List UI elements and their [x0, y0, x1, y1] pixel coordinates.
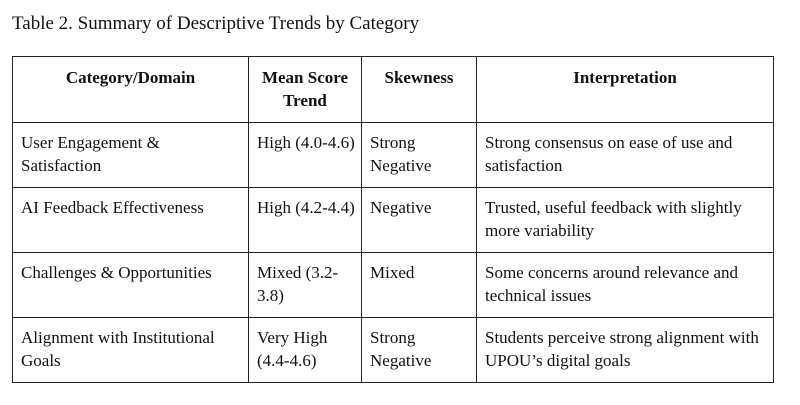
cell-category: User Engagement & Satisfaction: [12, 122, 249, 188]
table-row: User Engagement & Satisfaction High (4.0…: [12, 122, 774, 188]
cell-skewness: Strong Negative: [361, 317, 477, 383]
cell-skewness: Mixed: [361, 252, 477, 318]
table-row: AI Feedback Effectiveness High (4.2-4.4)…: [12, 187, 774, 253]
header-interpretation: Interpretation: [476, 56, 774, 123]
header-skewness: Skewness: [361, 56, 477, 123]
header-category-domain: Category/Domain: [12, 56, 249, 123]
cell-mean-score: High (4.0-4.6): [248, 122, 362, 188]
table-caption: Table 2. Summary of Descriptive Trends b…: [12, 13, 420, 34]
cell-category: AI Feedback Effectiveness: [12, 187, 249, 253]
cell-category: Challenges & Opportunities: [12, 252, 249, 318]
cell-mean-score: High (4.2-4.4): [248, 187, 362, 253]
header-mean-score-trend: Mean Score Trend: [248, 56, 362, 123]
summary-table: Category/Domain Mean Score Trend Skewnes…: [12, 56, 774, 383]
cell-interpretation: Strong consensus on ease of use and sati…: [476, 122, 774, 188]
cell-skewness: Negative: [361, 187, 477, 253]
cell-skewness: Strong Negative: [361, 122, 477, 188]
cell-mean-score: Mixed (3.2-3.8): [248, 252, 362, 318]
header-row: Category/Domain Mean Score Trend Skewnes…: [12, 56, 774, 123]
cell-interpretation: Students perceive strong alignment with …: [476, 317, 774, 383]
table-row: Challenges & Opportunities Mixed (3.2-3.…: [12, 252, 774, 318]
cell-mean-score: Very High (4.4-4.6): [248, 317, 362, 383]
table-row: Alignment with Institutional Goals Very …: [12, 317, 774, 383]
cell-category: Alignment with Institutional Goals: [12, 317, 249, 383]
cell-interpretation: Trusted, useful feedback with slightly m…: [476, 187, 774, 253]
cell-interpretation: Some concerns around relevance and techn…: [476, 252, 774, 318]
